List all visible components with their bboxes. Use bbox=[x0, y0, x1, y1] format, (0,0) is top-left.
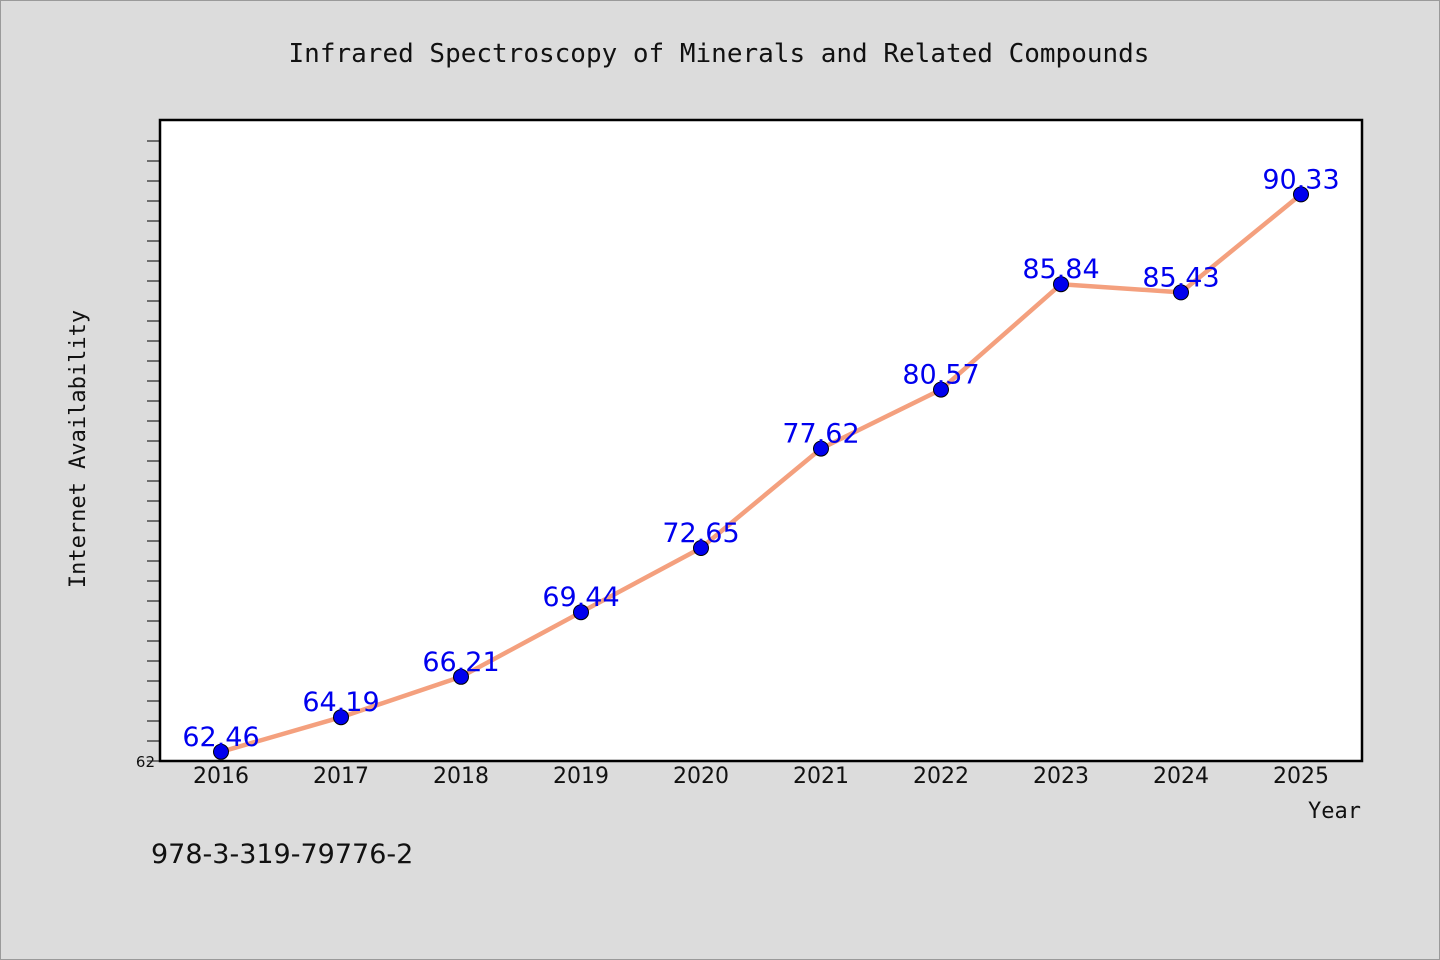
x-tick-label: 2017 bbox=[313, 764, 369, 789]
data-label: 64.19 bbox=[302, 687, 379, 718]
x-tick-label: 2022 bbox=[913, 764, 969, 789]
data-point bbox=[333, 709, 349, 726]
isbn-text: 978-3-319-79776-2 bbox=[151, 839, 413, 870]
data-label: 72.65 bbox=[662, 518, 739, 549]
data-point bbox=[1173, 284, 1189, 301]
data-label: 69.44 bbox=[542, 582, 619, 613]
chart-title: Infrared Spectroscopy of Minerals and Re… bbox=[289, 39, 1150, 69]
x-tick-label: 2019 bbox=[553, 764, 609, 789]
plot-area bbox=[158, 118, 1364, 763]
x-tick-label: 2018 bbox=[433, 764, 489, 789]
data-label: 85.43 bbox=[1142, 262, 1219, 293]
data-label: 85.84 bbox=[1022, 254, 1099, 285]
data-point bbox=[573, 604, 589, 621]
data-label: 66.21 bbox=[422, 647, 499, 678]
x-axis-label: Year bbox=[1308, 799, 1361, 824]
y-tick-label: 62 bbox=[136, 753, 155, 771]
data-label: 90.33 bbox=[1262, 164, 1339, 195]
data-label: 80.57 bbox=[902, 360, 979, 391]
data-point bbox=[693, 540, 709, 556]
data-point bbox=[933, 381, 949, 398]
y-axis-label: Internet Availability bbox=[66, 310, 91, 588]
x-tick-label: 2021 bbox=[793, 764, 849, 789]
data-point bbox=[453, 668, 469, 685]
series-layer: 62.46 64.19 66.21 69.44 72.65 77.62 80.57 85.84… bbox=[182, 164, 1340, 760]
data-label: 77.62 bbox=[782, 419, 859, 450]
y-axis-ticks: 62 bbox=[136, 140, 161, 771]
series-line bbox=[218, 192, 1304, 755]
x-tick-label: 2020 bbox=[673, 764, 729, 789]
x-tick-label: 2016 bbox=[193, 764, 249, 789]
x-tick-label: 2025 bbox=[1273, 764, 1329, 789]
data-point bbox=[1053, 276, 1069, 293]
data-point bbox=[1293, 186, 1309, 203]
data-point bbox=[813, 440, 829, 457]
data-label: 62.46 bbox=[182, 722, 259, 753]
x-tick-label: 2023 bbox=[1033, 764, 1089, 789]
x-tick-label: 2024 bbox=[1153, 764, 1209, 789]
data-point bbox=[213, 743, 229, 760]
x-axis-ticks: 2016 2017 2018 2019 2020 2021 2022 2023 2024 2025 bbox=[193, 764, 1329, 789]
